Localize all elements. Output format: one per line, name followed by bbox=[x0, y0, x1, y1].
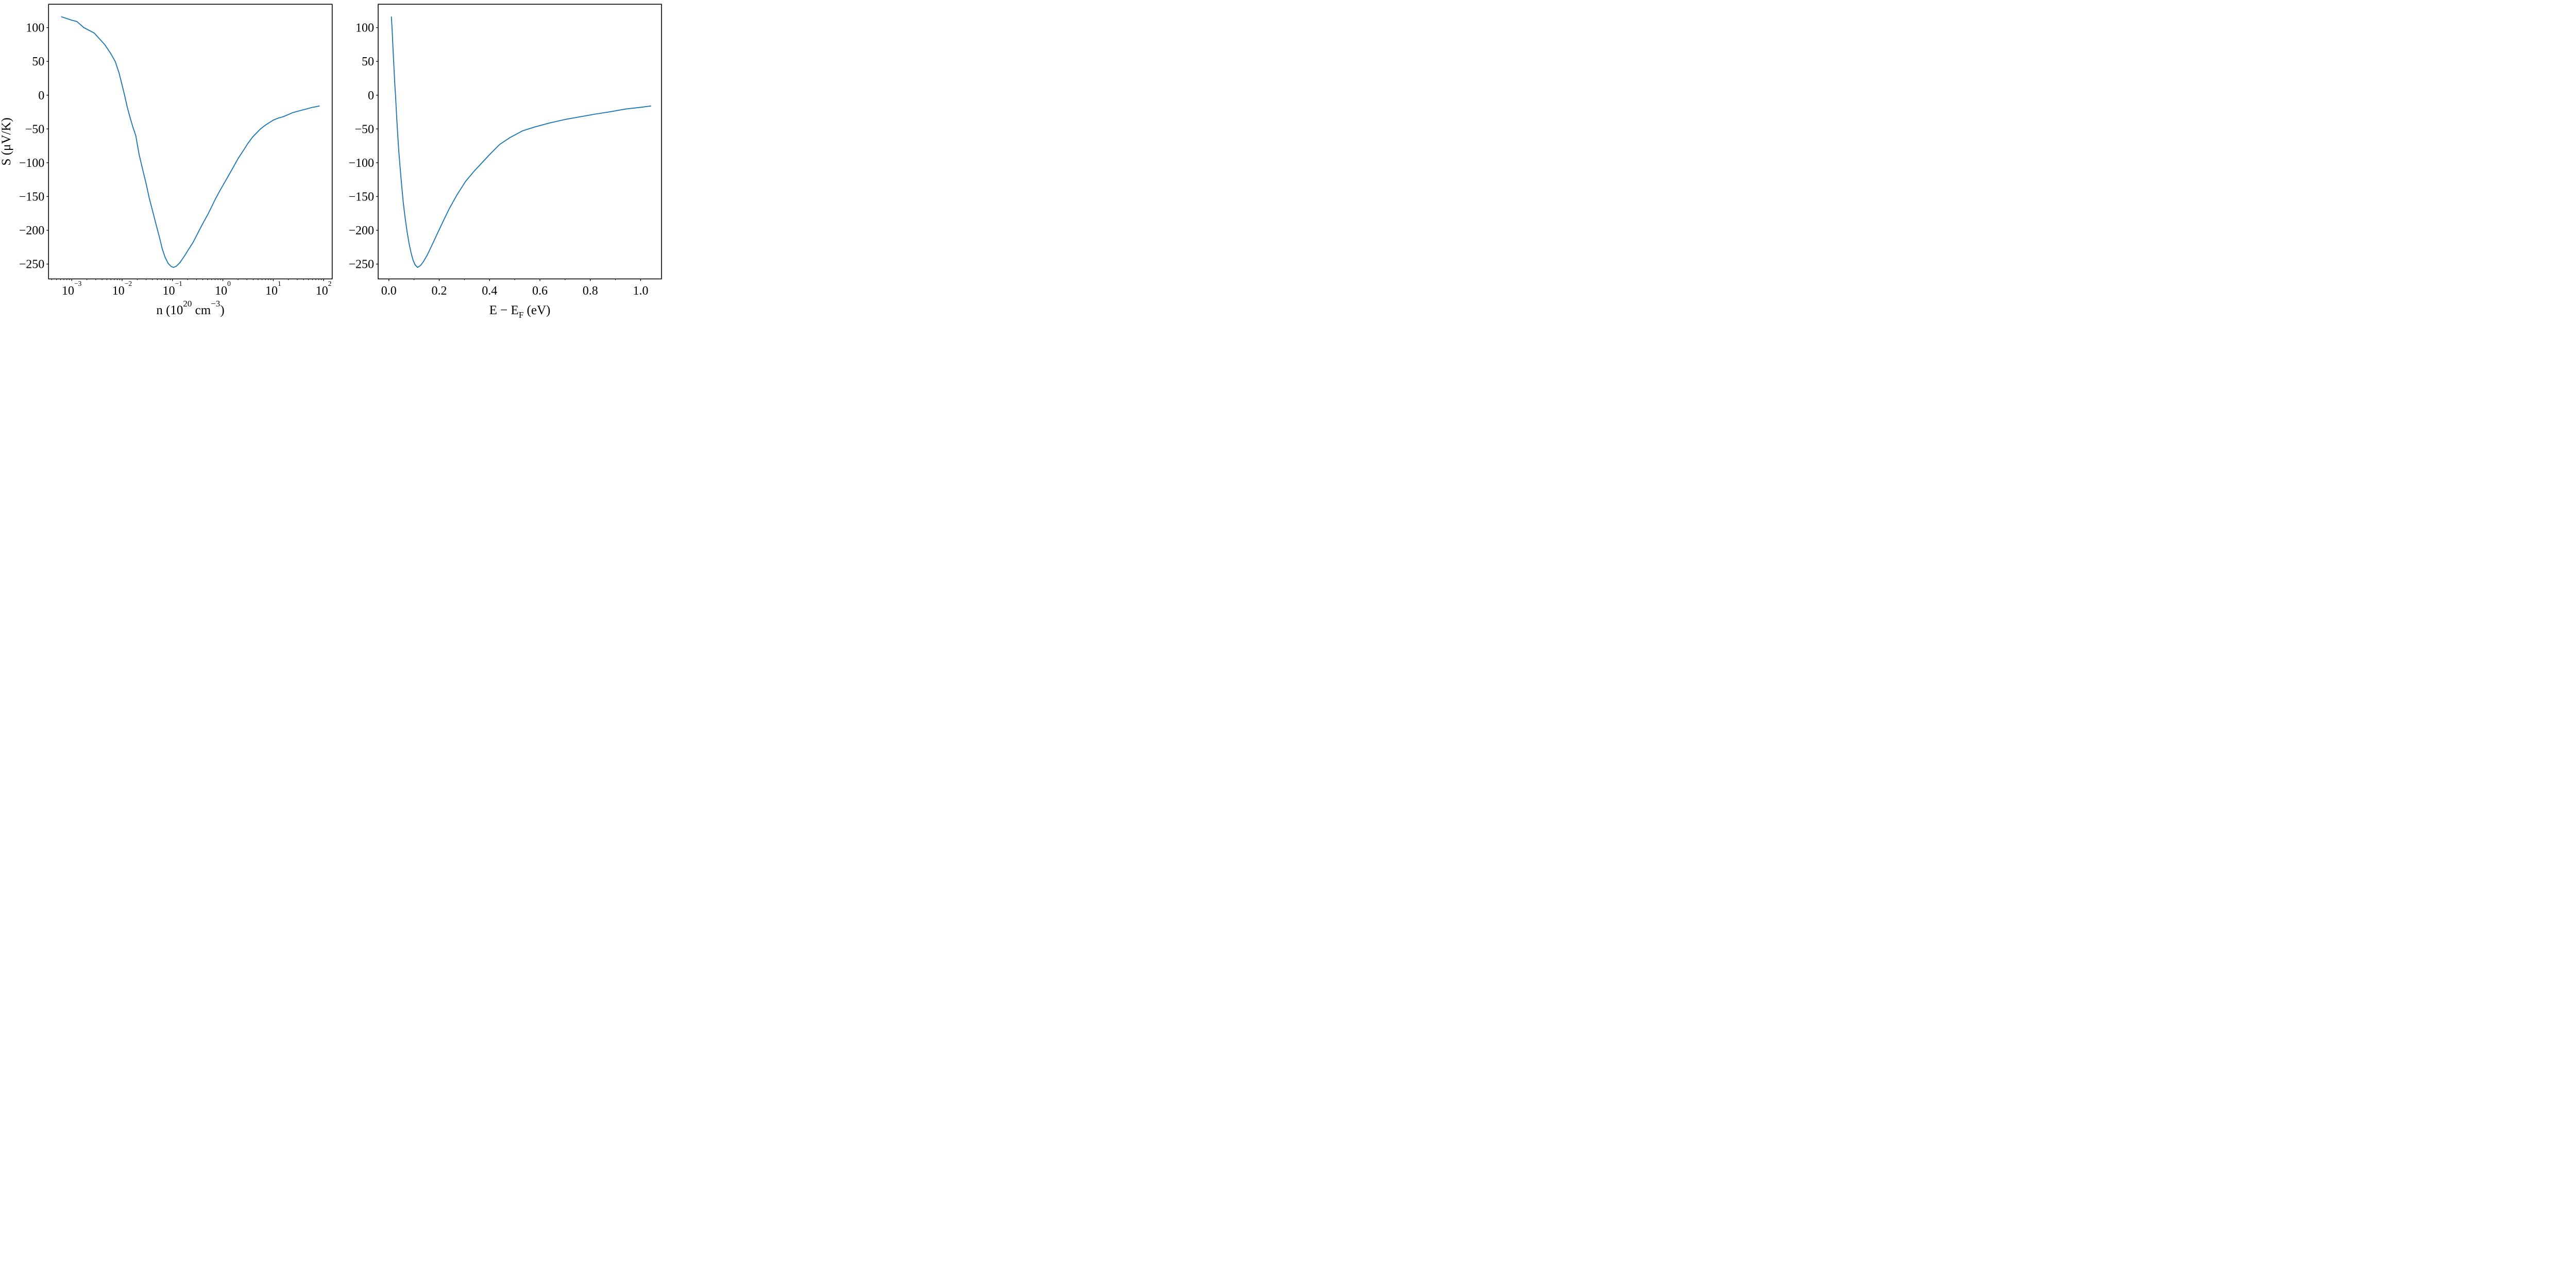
y-tick-label: 100 bbox=[26, 22, 44, 35]
x-tick-label: 0.4 bbox=[482, 284, 497, 298]
y-tick-label: 50 bbox=[32, 55, 44, 69]
x-axis-label: E − EF (eV) bbox=[489, 303, 551, 320]
x-tick-label: 0.0 bbox=[381, 284, 397, 298]
y-tick-label: −250 bbox=[19, 258, 45, 271]
x-axis-label: n (1020 cm−3) bbox=[156, 299, 224, 317]
panel-left: 10−3 10−2 10−1 100 101 102 100 50 0 −50 −100 −150 −2… bbox=[0, 4, 333, 317]
series-line-right bbox=[391, 16, 651, 268]
page: { "figure": { "background": "#ffffff", "… bbox=[0, 0, 2576, 320]
chart-canvas: 10−3 10−2 10−1 100 101 102 100 50 0 −50 −100 −150 −2… bbox=[0, 4, 662, 320]
y-tick-label: −150 bbox=[19, 190, 45, 203]
seebeck-figure: 10−3 10−2 10−1 100 101 102 100 50 0 −50 −100 −150 −2… bbox=[0, 0, 666, 320]
x-tick-label: 0.2 bbox=[432, 284, 447, 298]
y-tick-label: −200 bbox=[348, 224, 374, 237]
y-tick-label: −250 bbox=[348, 258, 374, 271]
y-axis-label: S (μV/K) bbox=[0, 117, 13, 165]
x-tick-label: 10−2 bbox=[112, 280, 132, 298]
x-tick-label: 100 bbox=[215, 280, 231, 298]
x-tick-label: 10−3 bbox=[62, 280, 82, 298]
axes-box bbox=[48, 4, 333, 280]
series-line-left bbox=[61, 16, 320, 268]
x-tick-label: 0.8 bbox=[583, 284, 598, 298]
x-tick-label: 1.0 bbox=[633, 284, 648, 298]
y-tick-label: −150 bbox=[348, 190, 374, 203]
y-tick-label: 0 bbox=[368, 89, 374, 102]
y-tick-label: −50 bbox=[25, 123, 45, 136]
y-tick-label: 100 bbox=[355, 22, 374, 35]
axes-box bbox=[378, 4, 662, 280]
x-tick-label: 102 bbox=[316, 280, 332, 298]
x-tick-label: 0.6 bbox=[532, 284, 548, 298]
x-tick-label: 10−1 bbox=[163, 280, 182, 298]
y-tick-label: −100 bbox=[348, 157, 374, 170]
panel-right: 0.0 0.2 0.4 0.6 0.8 1.0 100 50 0 −50 −100 −150 −200 −… bbox=[348, 4, 662, 320]
y-tick-label: −50 bbox=[354, 123, 374, 136]
y-tick-label: −200 bbox=[19, 224, 45, 237]
x-tick-label: 101 bbox=[265, 280, 281, 298]
y-tick-label: 50 bbox=[362, 55, 374, 69]
y-tick-label: 0 bbox=[38, 89, 44, 102]
y-tick-label: −100 bbox=[19, 157, 45, 170]
